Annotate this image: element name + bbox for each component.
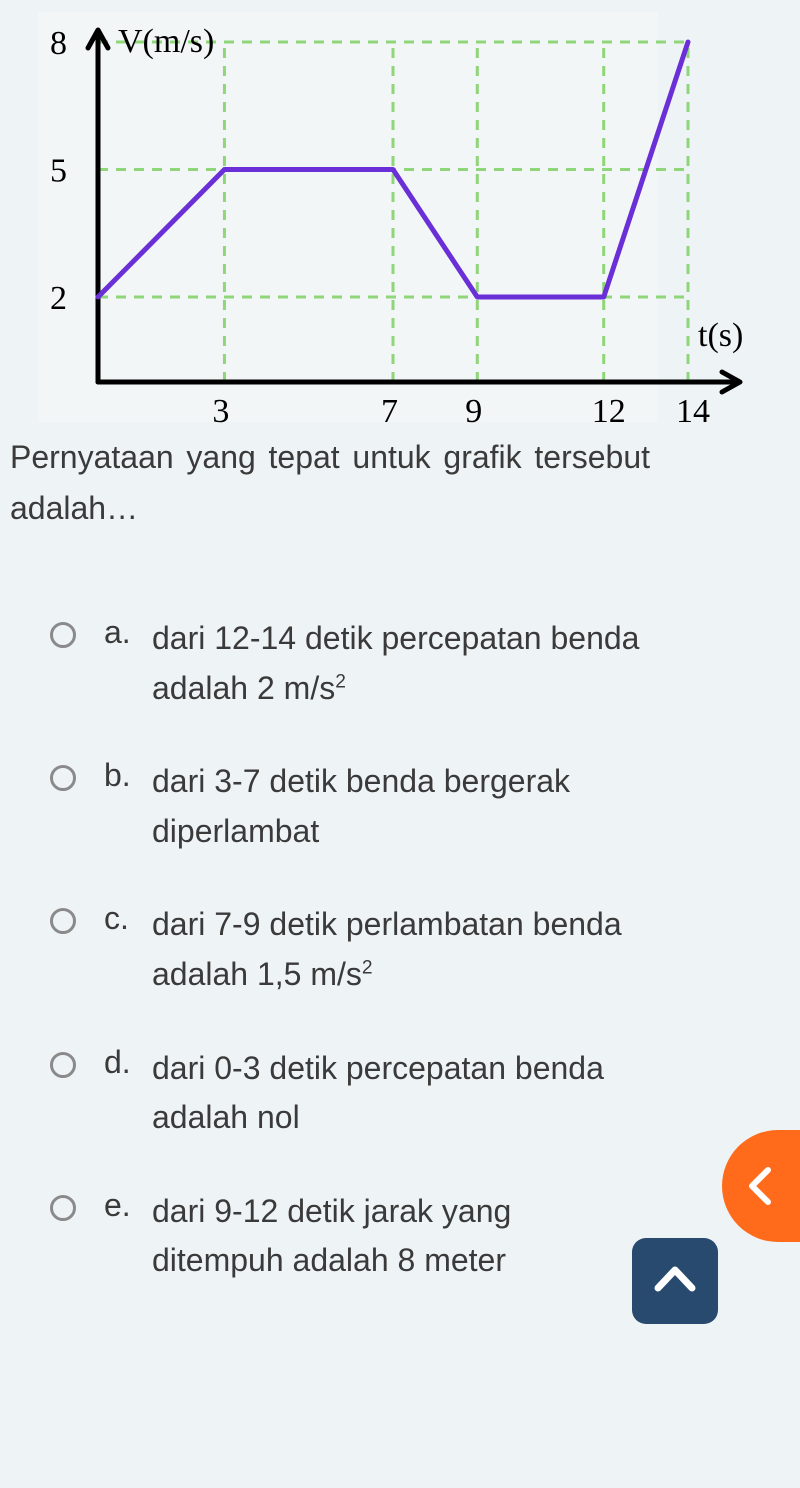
option-text: dari 0-3 detik percepatan benda adalah n… xyxy=(152,1044,640,1143)
velocity-time-chart: V(m/s)t(s)8523791214 xyxy=(38,12,658,422)
svg-text:8: 8 xyxy=(50,25,67,62)
chevron-left-icon xyxy=(744,1166,778,1206)
option-row[interactable]: e.dari 9-12 detik jarak yang ditempuh ad… xyxy=(50,1187,640,1286)
svg-text:9: 9 xyxy=(465,393,482,430)
svg-text:14: 14 xyxy=(676,393,710,430)
option-text: dari 12-14 detik percepatan benda adalah… xyxy=(152,614,640,713)
options-list: a.dari 12-14 detik percepatan benda adal… xyxy=(50,614,640,1330)
chevron-up-icon xyxy=(652,1258,698,1304)
option-letter: a. xyxy=(104,614,152,651)
radio-button[interactable] xyxy=(50,1052,76,1078)
option-row[interactable]: a.dari 12-14 detik percepatan benda adal… xyxy=(50,614,640,713)
option-letter: e. xyxy=(104,1187,152,1224)
option-row[interactable]: b.dari 3-7 detik benda bergerak diperlam… xyxy=(50,757,640,856)
question-card: V(m/s)t(s)8523791214 Pernyataan yang tep… xyxy=(0,0,658,1488)
option-letter: d. xyxy=(104,1044,152,1081)
question-text: Pernyataan yang tepat untuk grafik terse… xyxy=(10,432,650,534)
radio-button[interactable] xyxy=(50,622,76,648)
svg-text:V(m/s): V(m/s) xyxy=(118,23,214,60)
radio-button[interactable] xyxy=(50,908,76,934)
option-text: dari 7-9 detik perlambatan benda adalah … xyxy=(152,900,640,999)
option-letter: b. xyxy=(104,757,152,794)
svg-text:7: 7 xyxy=(381,393,398,430)
svg-text:5: 5 xyxy=(50,153,67,190)
radio-button[interactable] xyxy=(50,765,76,791)
option-text: dari 9-12 detik jarak yang ditempuh adal… xyxy=(152,1187,640,1286)
svg-text:12: 12 xyxy=(592,393,626,430)
option-row[interactable]: c.dari 7-9 detik perlambatan benda adala… xyxy=(50,900,640,999)
svg-text:t(s): t(s) xyxy=(698,317,743,354)
radio-button[interactable] xyxy=(50,1195,76,1221)
option-text: dari 3-7 detik benda bergerak diperlamba… xyxy=(152,757,640,856)
svg-text:3: 3 xyxy=(212,393,229,430)
svg-text:2: 2 xyxy=(50,280,67,317)
side-fab-button[interactable] xyxy=(722,1130,800,1242)
option-letter: c. xyxy=(104,900,152,937)
scroll-to-top-button[interactable] xyxy=(632,1238,718,1324)
option-row[interactable]: d.dari 0-3 detik percepatan benda adalah… xyxy=(50,1044,640,1143)
